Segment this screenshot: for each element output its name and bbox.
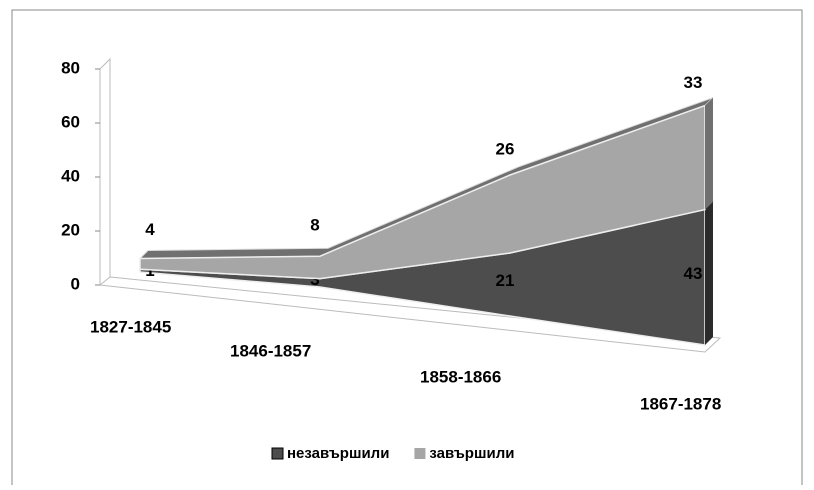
legend-label: завършили xyxy=(429,445,514,462)
x-tick-label: 1846-1857 xyxy=(230,341,311,360)
y-tick-label: 60 xyxy=(61,112,80,131)
value-label: 43 xyxy=(684,264,703,283)
value-label: 21 xyxy=(496,271,515,290)
x-tick-label: 1867-1878 xyxy=(640,394,721,413)
y-tick-label: 20 xyxy=(61,220,80,239)
area-side xyxy=(705,97,713,210)
area-side xyxy=(705,201,713,345)
value-label: 8 xyxy=(310,216,319,235)
y-tick-label: 0 xyxy=(71,274,80,293)
value-label: 4 xyxy=(145,220,155,239)
value-label: 33 xyxy=(684,73,703,92)
legend-swatch xyxy=(414,448,426,459)
legend-label: незавършили xyxy=(287,445,389,462)
x-tick-label: 1827-1845 xyxy=(90,317,171,336)
legend-swatch xyxy=(271,447,284,460)
y-tick-label: 80 xyxy=(61,58,80,77)
x-tick-label: 1858-1866 xyxy=(420,367,501,386)
value-label: 26 xyxy=(496,139,515,158)
value-label: 3 xyxy=(310,270,319,289)
back-wall xyxy=(99,57,111,285)
y-tick-label: 40 xyxy=(61,166,80,185)
chart-frame xyxy=(11,9,803,490)
